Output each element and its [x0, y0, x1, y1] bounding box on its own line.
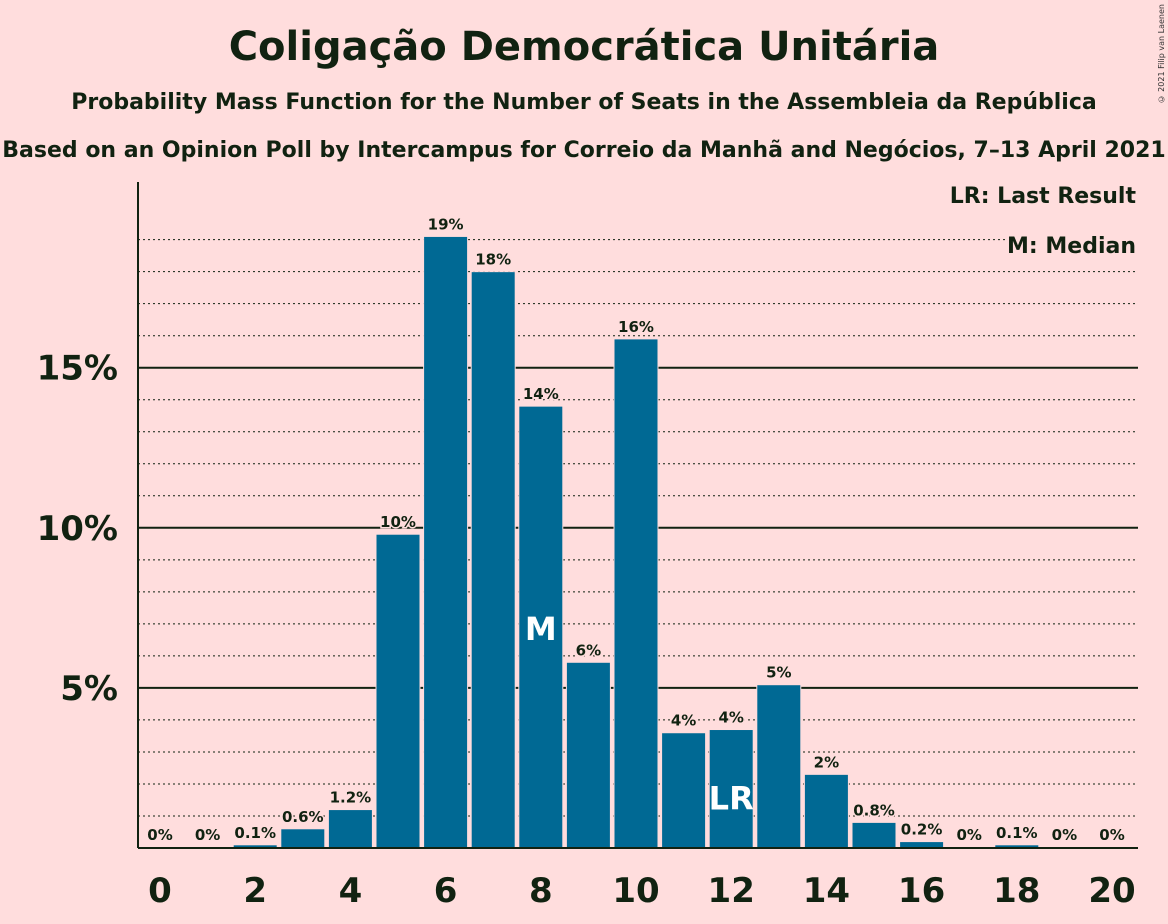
x-tick-label: 16 [898, 871, 945, 911]
bar [280, 828, 326, 849]
bar [803, 773, 849, 849]
legend-last-result: LR: Last Result [947, 184, 1138, 209]
data-label: 0% [1052, 826, 1077, 844]
median-marker: M [525, 610, 557, 648]
data-label: 0% [147, 826, 172, 844]
x-tick-label: 4 [339, 871, 363, 911]
data-label: 0.2% [901, 821, 943, 839]
data-label: 19% [428, 215, 464, 233]
data-label: 5% [766, 664, 791, 682]
data-label: 1.2% [330, 789, 372, 807]
data-label: 6% [576, 641, 601, 659]
bar [470, 271, 516, 849]
bar [327, 809, 373, 849]
y-tick-label: 5% [60, 669, 118, 709]
x-tick-label: 18 [993, 871, 1040, 911]
x-tick-label: 20 [1088, 871, 1135, 911]
data-label: 4% [671, 712, 696, 730]
data-label: 0% [195, 826, 220, 844]
x-tick-label: 0 [148, 871, 172, 911]
x-tick-label: 12 [708, 871, 755, 911]
last-result-marker: LR [709, 780, 754, 818]
x-tick-label: 2 [243, 871, 267, 911]
bar [518, 405, 564, 849]
x-tick-label: 14 [803, 871, 850, 911]
bar [851, 821, 897, 849]
x-tick-label: 8 [529, 871, 553, 911]
chart-subtitle-2: Based on an Opinion Poll by Intercampus … [2, 138, 1166, 163]
data-label: 4% [718, 709, 743, 727]
x-tick-label: 6 [434, 871, 458, 911]
bar [661, 732, 707, 849]
bar [708, 729, 754, 849]
data-label: 14% [523, 385, 559, 403]
chart-title: Coligação Democrática Unitária [228, 24, 940, 70]
bar [756, 684, 802, 849]
data-label: 16% [618, 318, 654, 336]
data-label: 0.8% [853, 801, 895, 819]
chart-subtitle: Probability Mass Function for the Number… [71, 90, 1097, 115]
data-label: 0% [956, 826, 981, 844]
data-label: 0.1% [234, 824, 276, 842]
bar [565, 661, 611, 849]
data-label: 2% [814, 753, 839, 771]
bar [375, 533, 421, 849]
data-label: 0% [1099, 826, 1124, 844]
x-tick-label: 10 [612, 871, 659, 911]
legend-median: M: Median [1005, 234, 1138, 259]
data-label: 18% [475, 251, 511, 269]
y-tick-label: 15% [37, 349, 118, 389]
data-label: 0.1% [996, 824, 1038, 842]
data-label: 10% [380, 513, 416, 531]
bar [613, 338, 659, 849]
bar [423, 235, 469, 849]
y-tick-label: 10% [37, 509, 118, 549]
data-label: 0.6% [282, 808, 324, 826]
